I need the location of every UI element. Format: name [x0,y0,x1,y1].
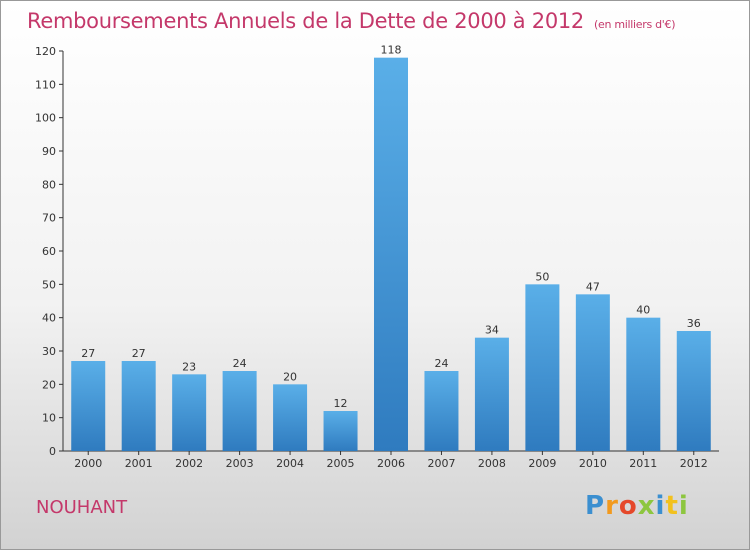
logo-letter: t [665,491,679,521]
x-tick-label: 2002 [175,457,203,470]
x-tick-label: 2003 [226,457,254,470]
y-tick-label: 80 [42,178,56,191]
proxiti-logo: Proxiti [585,491,689,521]
x-tick-label: 2009 [528,457,556,470]
y-tick-label: 50 [42,278,56,291]
y-tick-label: 120 [35,45,56,58]
bar-value-label: 34 [485,324,499,337]
y-tick-label: 30 [42,345,56,358]
logo-letter: x [637,491,656,521]
bar-value-label: 47 [586,280,600,293]
x-tick-label: 2012 [680,457,708,470]
logo-letter: o [618,491,638,521]
x-tick-label: 2006 [377,457,405,470]
bar [424,371,459,451]
bar [575,294,610,451]
x-tick-label: 2010 [579,457,607,470]
bar [71,361,106,451]
x-tick-label: 2001 [125,457,153,470]
chart-unit: (en milliers d'€) [594,18,676,31]
bar [626,317,661,451]
y-tick-label: 60 [42,245,56,258]
y-tick-label: 110 [35,78,56,91]
bar [474,337,509,451]
bar-value-label: 12 [334,397,348,410]
bar-value-label: 40 [636,304,650,317]
bar-value-label: 23 [182,360,196,373]
bar [676,331,711,451]
y-tick-label: 10 [42,412,56,425]
bar-value-label: 36 [687,317,701,330]
logo-letter: i [655,491,666,521]
bar-value-label: 24 [434,357,448,370]
y-tick-label: 100 [35,112,56,125]
bar [273,384,308,451]
x-tick-label: 2000 [74,457,102,470]
bar-value-label: 20 [283,370,297,383]
x-tick-label: 2007 [427,457,455,470]
bar [323,411,358,451]
bar-value-label: 24 [233,357,247,370]
bar-value-label: 27 [132,347,146,360]
commune-name: NOUHANT [36,497,128,518]
y-tick-label: 0 [49,445,56,458]
bar [222,371,257,451]
bar-value-label: 50 [535,270,549,283]
logo-letter: P [585,491,606,521]
bar-value-label: 118 [381,44,402,57]
chart-title-text: Remboursements Annuels de la Dette de 20… [27,9,584,33]
x-tick-label: 2011 [629,457,657,470]
bar [172,374,207,451]
bar [374,57,408,452]
bar-value-label: 27 [81,347,95,360]
logo-letter: i [678,491,689,521]
y-tick-label: 90 [42,145,56,158]
y-tick-label: 20 [42,378,56,391]
y-tick-label: 40 [42,312,56,325]
logo-letter: r [605,491,619,521]
x-tick-label: 2008 [478,457,506,470]
bar [525,284,560,451]
y-tick-label: 70 [42,212,56,225]
bar [121,361,156,451]
x-tick-label: 2005 [327,457,355,470]
chart-title: Remboursements Annuels de la Dette de 20… [27,9,675,33]
x-tick-label: 2004 [276,457,304,470]
